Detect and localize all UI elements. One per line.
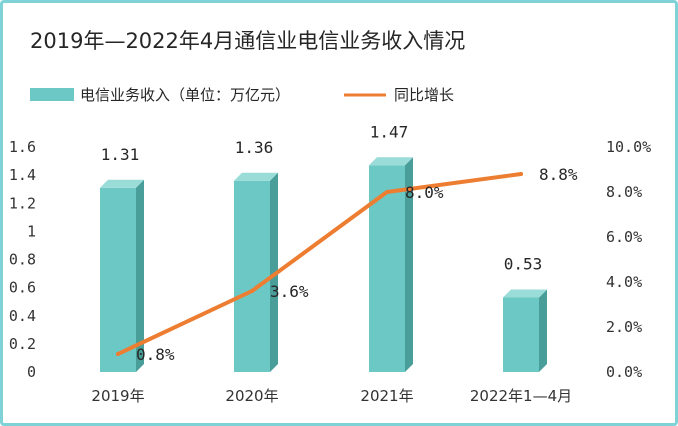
bar-side [136,179,144,372]
right-tick-label: 8.0% [606,183,642,201]
left-tick-label: 0.8 [9,251,36,269]
bar-series [100,157,547,372]
bar-side [405,157,413,372]
right-axis: 0.0% 2.0% 4.0% 6.0% 8.0% 10.0% [606,138,651,381]
chart-title: 2019年—2022年4月通信业电信业务收入情况 [30,29,465,53]
bar-data-label: 1.36 [235,138,274,157]
left-tick-label: 0.2 [9,335,36,353]
line-point [250,289,254,293]
right-tick-label: 4.0% [606,273,642,291]
legend-bar-swatch [30,88,74,101]
bar-side [539,289,547,372]
line-data-labels: 0.8% 3.6% 8.0% 8.8% [136,165,578,364]
left-tick-label: 0.6 [9,279,36,297]
x-axis: 2019年 2020年 2021年 2022年1—4月 [91,387,572,405]
line-data-label: 0.8% [136,345,175,364]
bar-top [503,289,547,298]
left-tick-label: 1.4 [9,166,36,184]
bar-data-label: 1.47 [370,122,409,141]
legend: 电信业务收入（单位：万亿元） 同比增长 [30,86,454,104]
right-tick-label: 2.0% [606,318,642,336]
line-point [385,190,389,194]
bar [503,289,547,372]
left-tick-label: 0 [27,363,36,381]
left-tick-label: 1 [27,222,36,240]
x-tick-label: 2021年 [360,387,413,405]
bar-front [100,187,136,372]
x-tick-label: 2022年1—4月 [470,387,572,405]
line-data-label: 8.0% [405,183,444,202]
growth-line [116,172,523,356]
line-data-label: 3.6% [270,282,309,301]
legend-line-label: 同比增长 [394,86,454,104]
bar-side [270,172,278,372]
bar [234,172,278,372]
line-series [116,172,523,356]
bar-top [234,172,278,181]
bar-top [369,157,413,166]
right-tick-label: 0.0% [606,363,642,381]
line-point [519,172,523,176]
left-tick-label: 1.2 [9,194,36,212]
left-axis: 0 0.2 0.4 0.6 0.8 1 1.2 1.4 1.6 [9,138,36,381]
line-data-label: 8.8% [539,165,578,184]
right-tick-label: 6.0% [606,228,642,246]
bar-data-labels: 1.31 1.36 1.47 0.53 [101,122,543,273]
left-tick-label: 0.4 [9,307,36,325]
bar-front [369,165,405,372]
bar-data-label: 0.53 [504,254,543,273]
legend-bar-label: 电信业务收入（单位：万亿元） [80,86,290,104]
bar [100,179,144,372]
bar-front [234,180,270,372]
bar-data-label: 1.31 [101,145,140,164]
right-tick-label: 10.0% [606,138,651,156]
bar-front [503,297,539,372]
bar-top [100,179,144,188]
x-tick-label: 2019年 [91,387,144,405]
left-tick-label: 1.6 [9,138,36,156]
line-point [116,352,120,356]
x-tick-label: 2020年 [225,387,278,405]
